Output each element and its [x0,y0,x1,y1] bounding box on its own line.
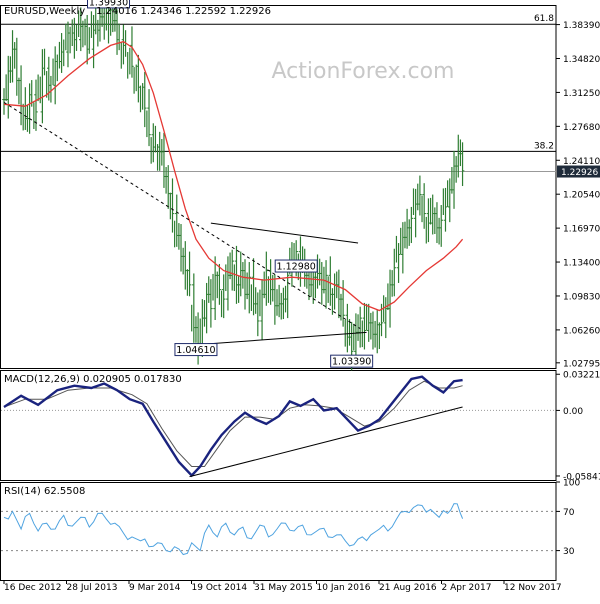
level-annotation-box [87,0,131,9]
x-tick-label: 16 Dec 2012 [4,583,62,593]
dashed-trend-line [3,101,361,329]
rsi-title: RSI(14) 62.5508 [4,486,85,497]
macd-y-tick-label: 0.00 [563,407,583,417]
macd-line [3,375,463,478]
price-y-tick-label: 1.27680 [563,123,600,133]
price-y-tick-label: 1.20540 [563,191,600,201]
price-y-tick-label: 1.34820 [563,55,600,65]
x-tick-label: 21 Aug 2016 [379,583,437,593]
x-tick-label: 2 Apr 2017 [442,583,492,593]
macd-title: MACD(12,26,9) 0.020905 0.017830 [4,374,182,385]
macd-panel-frame [0,370,557,481]
level-annotation-box [174,343,218,357]
level-annotation-label: 1.04610 [176,345,215,356]
macd-trend-line [189,406,463,478]
chart-title: EURUSD,Weekly [4,6,85,17]
price-y-tick-label: 1.13400 [563,259,600,269]
rsi-line [3,503,464,556]
price-y-tick-label: 1.06260 [563,326,600,336]
price-y-tick-label: 1.24110 [563,157,600,167]
rsi-y-tick-label: 70 [563,508,575,518]
level-annotation-label: 1.39930 [89,0,128,8]
macd-y-tick-label: -0.058413 [563,472,600,482]
price-y-tick-label: 1.38390 [563,21,600,31]
rsi-y-tick-label: 100 [563,479,580,489]
ohlc-readout: 1.24016 1.24346 1.22592 1.22926 [96,6,271,17]
level-annotation-box [330,354,374,368]
level-annotation-label: 1.03390 [332,357,371,368]
x-tick-label: 12 Nov 2017 [504,583,562,593]
price-y-tick-label: 1.02795 [563,359,600,369]
current-price-label: 1.22926 [561,168,598,178]
macd-y-tick-label: 0.032215 [563,371,600,381]
level-annotation-label: 1.12980 [277,262,316,273]
current-price-box [557,165,600,178]
moving-average-line [3,40,464,312]
trend-line [210,222,359,244]
rsi-panel-frame [0,482,557,581]
rsi-y-tick-label: 30 [563,547,575,557]
price-y-tick-label: 1.16970 [563,225,600,235]
x-tick-label: 19 Oct 2014 [192,583,248,593]
fib-level-label: 38.2 [534,141,554,151]
fib-level-label: 61.8 [534,14,554,24]
watermark: ActionForex.com [272,59,455,84]
x-tick-label: 10 Jan 2016 [317,583,371,593]
x-tick-label: 9 Mar 2014 [129,583,181,593]
x-tick-label: 31 May 2015 [254,583,313,593]
trend-line [195,331,367,346]
x-tick-label: 28 Jul 2013 [67,583,118,593]
level-annotation-box [274,259,318,273]
price-y-tick-label: 1.31250 [563,89,600,99]
price-y-tick-label: 1.09830 [563,292,600,302]
